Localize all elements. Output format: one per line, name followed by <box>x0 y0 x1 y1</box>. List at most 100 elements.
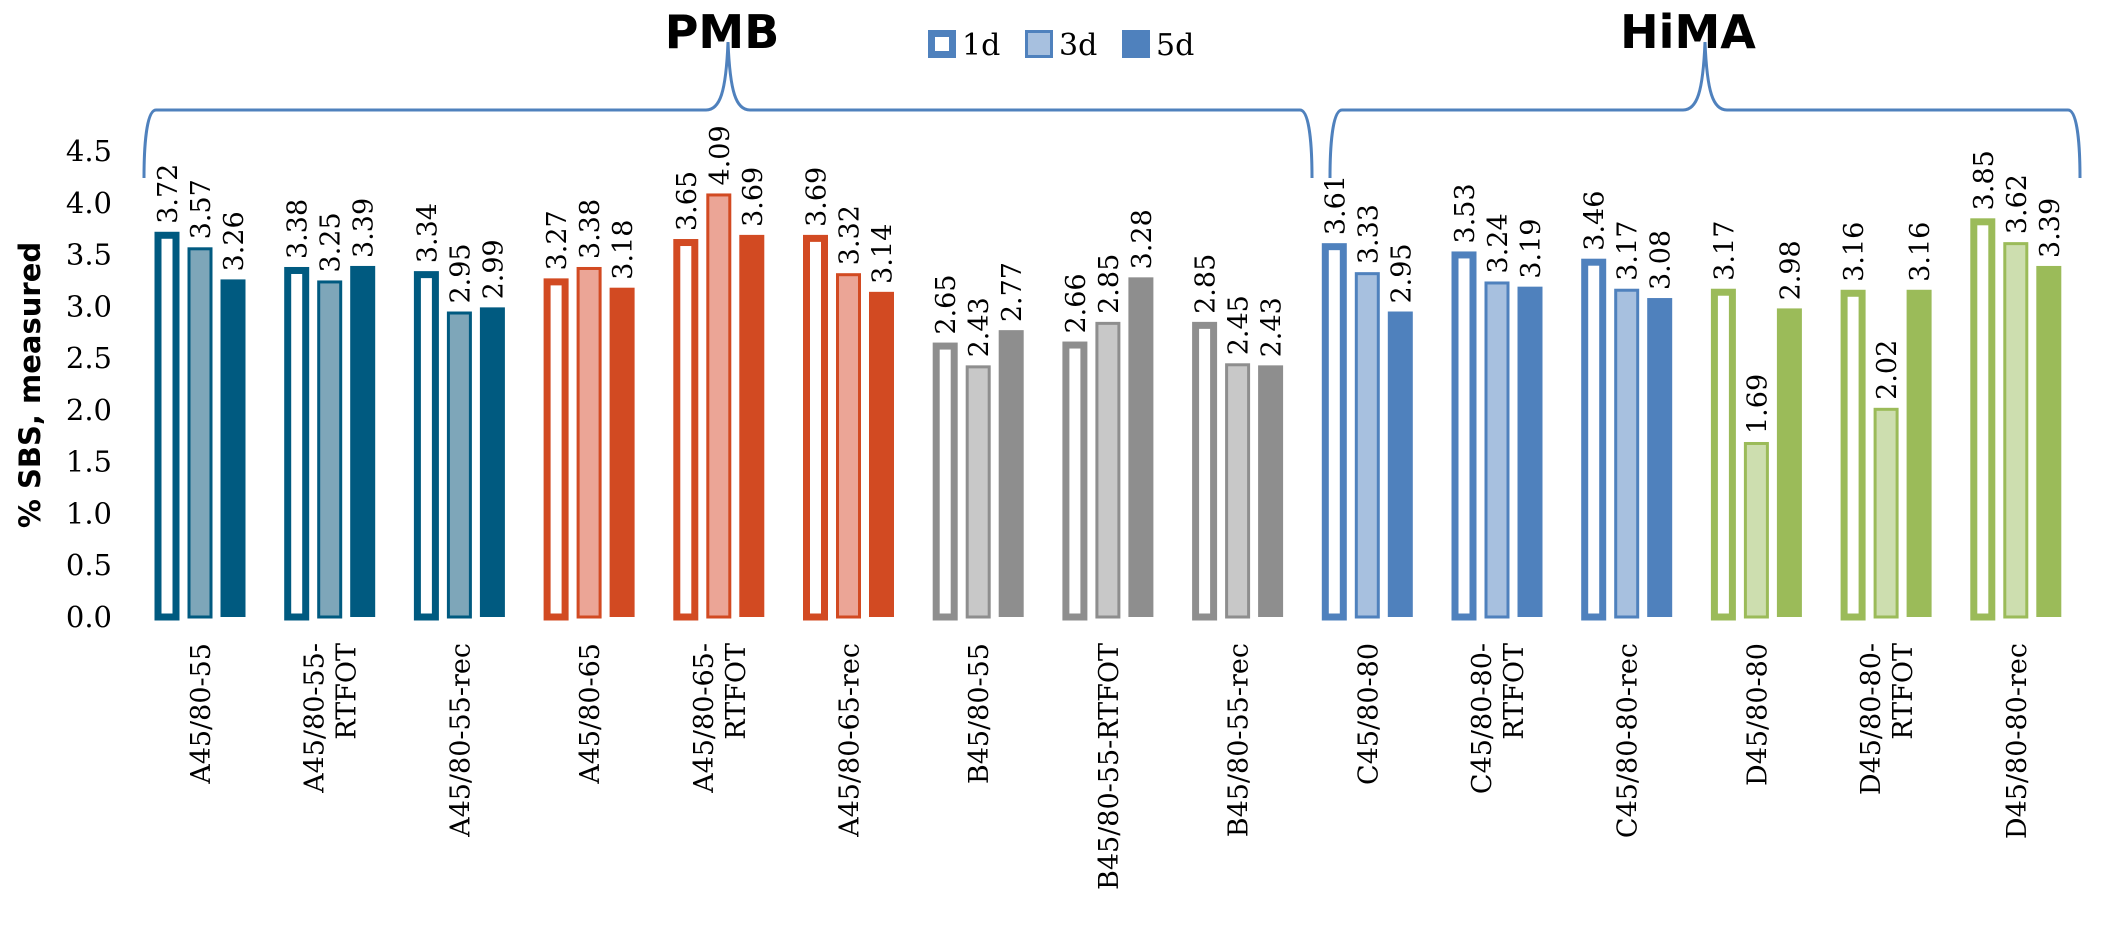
bar-1d-12 <box>1581 258 1607 621</box>
bar-5d-8 <box>1128 277 1154 617</box>
category-label-line: C45/80-80-rec <box>1613 643 1644 838</box>
bar-1d-7 <box>932 342 958 621</box>
data-label: 3.34 <box>412 203 443 263</box>
category-labels: A45/80-55 A45/80-55- RTFOT A45/80-55-rec A45… <box>186 643 2033 890</box>
bar-3d-8 <box>1095 321 1121 619</box>
data-label: 3.16 <box>1905 222 1936 282</box>
bar-3d-15 <box>2003 242 2029 619</box>
data-label: 2.43 <box>964 297 995 357</box>
bar-1d-9 <box>1192 321 1218 621</box>
bar-5d-14 <box>1906 289 1932 617</box>
data-label: 3.57 <box>186 179 217 239</box>
legend-label: 3d <box>1059 28 1097 63</box>
category-label-line: RTFOT <box>332 643 363 740</box>
legend-swatch-3d <box>1025 30 1053 58</box>
bar-3d-14 <box>1873 407 1899 619</box>
data-label: 3.33 <box>1353 204 1384 264</box>
group-brace <box>142 41 1314 179</box>
bar-1d-1 <box>154 231 180 621</box>
data-label: 3.39 <box>2035 198 2066 258</box>
bar-5d-6 <box>869 291 894 617</box>
bar-3d-9 <box>1225 363 1251 619</box>
bar-5d-15 <box>2036 265 2062 617</box>
data-label: 3.26 <box>219 211 250 271</box>
y-tick-label: 1.0 <box>66 496 112 530</box>
y-tick-label: 3.5 <box>66 238 112 272</box>
data-label: 3.28 <box>1127 209 1158 269</box>
data-label: 3.69 <box>738 167 769 227</box>
bar-5d-12 <box>1647 298 1673 617</box>
y-tick-label: 0.5 <box>66 548 112 582</box>
data-label: 3.14 <box>868 224 899 284</box>
data-label: 3.17 <box>1709 221 1740 281</box>
category-label: B45/80-55-RTFOT <box>1094 643 1125 890</box>
category-label-line: D45/80-80- <box>1856 643 1887 795</box>
data-label: 2.43 <box>1257 297 1288 357</box>
legend-label: 1d <box>962 28 1000 63</box>
legend-swatch-5d <box>1122 30 1150 58</box>
category-label: A45/80-55-rec <box>445 643 476 838</box>
group-brace <box>1328 41 2082 179</box>
data-label: 2.02 <box>1872 340 1903 400</box>
y-tick-label: 2.0 <box>66 393 112 427</box>
y-tick-label: 2.5 <box>66 341 112 375</box>
bar-3d-10 <box>1354 272 1380 619</box>
legend-swatch-1d <box>928 30 956 58</box>
category-label-line: A45/80-65-rec <box>835 643 866 838</box>
bar-1d-5 <box>673 239 699 621</box>
category-label: A45/80-65 <box>575 643 606 785</box>
category-label-line: A45/80-65- <box>689 643 720 794</box>
data-label: 3.38 <box>283 199 314 259</box>
bar-5d-7 <box>998 330 1024 617</box>
bar-3d-5 <box>706 193 732 619</box>
data-label: 2.45 <box>1224 295 1255 355</box>
bar-3d-13 <box>1743 441 1769 619</box>
category-label: A45/80-55- RTFOT <box>300 643 363 794</box>
bar-1d-3 <box>413 271 439 621</box>
y-tick-label: 1.5 <box>66 445 112 479</box>
data-label: 3.69 <box>802 167 833 227</box>
group-braces <box>142 41 2082 179</box>
category-label-line: A45/80-55- <box>300 643 331 794</box>
y-axis-label: % SBS, measured <box>13 242 47 528</box>
bar-1d-11 <box>1451 251 1477 621</box>
data-label: 2.99 <box>478 239 509 299</box>
data-label: 2.65 <box>931 274 962 334</box>
category-label: C45/80-80- RTFOT <box>1467 643 1530 794</box>
bar-3d-6 <box>836 273 861 619</box>
category-label: B45/80-55 <box>964 643 995 784</box>
category-label: B45/80-55-rec <box>1224 643 1255 837</box>
category-label-line: C45/80-80 <box>1353 643 1384 785</box>
data-label: 2.66 <box>1061 273 1092 333</box>
category-label-line: A45/80-55-rec <box>445 643 476 838</box>
data-label: 1.69 <box>1742 374 1773 434</box>
bar-1d-15 <box>1970 218 1996 621</box>
data-label: 3.62 <box>2002 174 2033 234</box>
category-label: C45/80-80 <box>1353 643 1384 785</box>
data-labels: 3.72 3.573.26 3.38 3.25 3.39 3.342.95 2.99 3.27… <box>153 125 2066 434</box>
data-label: 3.08 <box>1646 230 1677 290</box>
data-label: 3.19 <box>1516 219 1547 279</box>
category-label: D45/80-80-rec <box>2002 643 2033 839</box>
data-label: 3.25 <box>316 212 347 272</box>
category-label-line: RTFOT <box>1888 643 1919 740</box>
bar-5d-2 <box>350 265 376 617</box>
y-tick-label: 0.0 <box>66 600 112 634</box>
category-label: A45/80-65- RTFOT <box>689 643 752 794</box>
data-label: 3.27 <box>542 210 573 270</box>
bar-5d-1 <box>220 279 246 617</box>
bar-3d-2 <box>317 280 343 619</box>
data-label: 3.85 <box>1969 150 2000 210</box>
bar-5d-5 <box>739 234 765 617</box>
group-labels: PMB HiMA <box>665 5 1756 59</box>
bar-3d-4 <box>576 266 602 619</box>
bar-3d-11 <box>1484 281 1510 619</box>
data-label: 3.18 <box>608 220 639 280</box>
data-label: 2.95 <box>445 243 476 303</box>
bar-5d-13 <box>1776 308 1802 617</box>
bar-5d-4 <box>609 287 635 617</box>
data-label: 3.38 <box>575 199 606 259</box>
category-label-line: D45/80-80 <box>1742 643 1773 786</box>
bar-1d-2 <box>284 266 310 621</box>
